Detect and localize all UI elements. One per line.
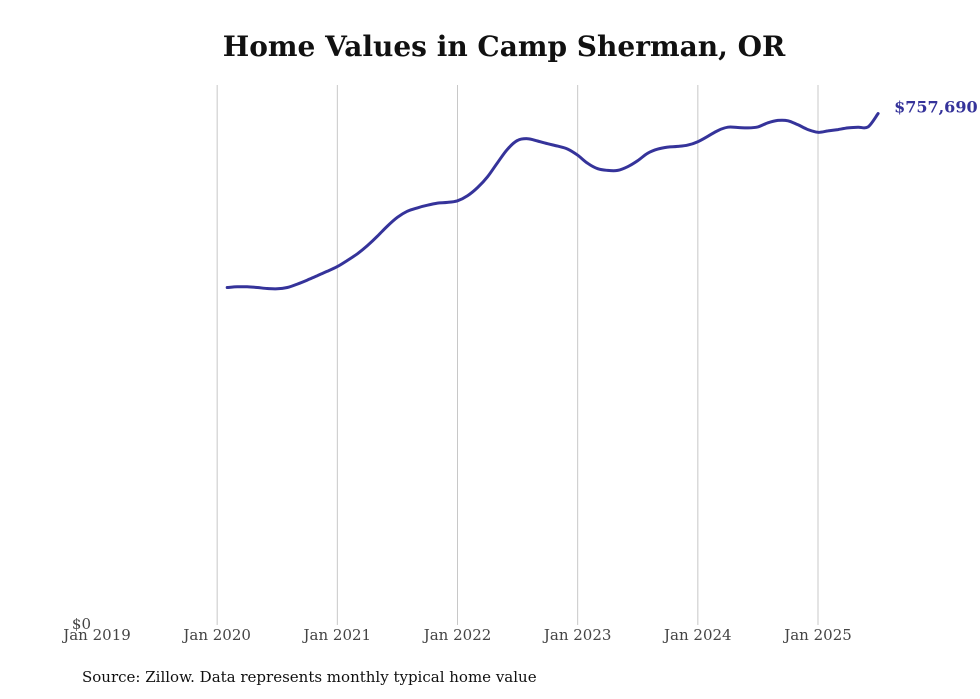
x-tick-label: Jan 2019 xyxy=(61,626,131,644)
x-tick-labels: Jan 2019 Jan 2020 Jan 2021 Jan 2022 Jan 2023… xyxy=(61,626,852,644)
end-value-label: $757,690 xyxy=(894,98,978,117)
x-tick-label: Jan 2023 xyxy=(542,626,612,644)
x-tick-label: Jan 2021 xyxy=(302,626,372,644)
series-layer xyxy=(225,112,880,291)
y-tick-label: $0 xyxy=(72,615,91,633)
x-tick-label: Jan 2020 xyxy=(181,626,251,644)
x-tick-label: Jan 2025 xyxy=(782,626,852,644)
chart-title: Home Values in Camp Sherman, OR xyxy=(222,30,786,63)
x-tick-label: Jan 2022 xyxy=(422,626,492,644)
gridlines xyxy=(216,85,819,625)
y-tick-labels: $0 xyxy=(72,615,91,633)
x-tick-label: Jan 2024 xyxy=(662,626,732,644)
series-line xyxy=(225,112,880,291)
source-note: Source: Zillow. Data represents monthly … xyxy=(82,668,537,686)
